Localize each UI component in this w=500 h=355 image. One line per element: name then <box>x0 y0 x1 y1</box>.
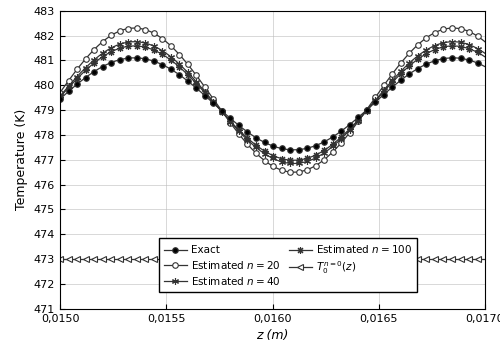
Estimated $n = 20$ <box>367 103 373 107</box>
$T_0^{n=0}(z)$ <box>482 257 488 261</box>
Y-axis label: Temperature (K): Temperature (K) <box>15 109 28 211</box>
Exact <box>196 88 202 92</box>
Estimated $n = 100$ <box>450 44 456 48</box>
Estimated $n = 40$ <box>226 117 232 121</box>
Estimated $n = 20$ <box>108 33 114 38</box>
Estimated $n = 100$ <box>290 158 296 162</box>
Line: Exact: Exact <box>57 55 488 153</box>
Estimated $n = 100$ <box>226 117 232 121</box>
Estimated $n = 40$ <box>365 107 371 111</box>
Estimated $n = 40$ <box>57 94 63 98</box>
Line: Estimated $n = 100$: Estimated $n = 100$ <box>56 43 488 164</box>
Legend: Exact, Estimated $n = 20$, Estimated $n = 40$, Estimated $n = 100$, $T_0^{n=0}(z: Exact, Estimated $n = 20$, Estimated $n … <box>158 238 417 292</box>
$T_0^{n=0}(z)$ <box>57 257 63 261</box>
$T_0^{n=0}(z)$ <box>226 257 232 261</box>
Estimated $n = 20$ <box>365 106 371 110</box>
$T_0^{n=0}(z)$ <box>108 257 114 261</box>
Estimated $n = 100$ <box>196 84 202 88</box>
Estimated $n = 40$ <box>450 40 456 44</box>
Estimated $n = 20$ <box>57 91 63 95</box>
$T_0^{n=0}(z)$ <box>366 257 372 261</box>
Exact <box>57 97 63 101</box>
Exact <box>367 105 373 109</box>
X-axis label: z (m): z (m) <box>256 329 288 342</box>
Estimated $n = 20$ <box>290 170 296 174</box>
Exact <box>326 137 332 142</box>
Estimated $n = 100$ <box>57 95 63 99</box>
Estimated $n = 40$ <box>196 82 202 86</box>
Estimated $n = 100$ <box>482 55 488 59</box>
Exact <box>450 56 456 60</box>
Estimated $n = 40$ <box>290 161 296 165</box>
Estimated $n = 100$ <box>326 145 332 149</box>
Estimated $n = 40$ <box>367 105 373 109</box>
$T_0^{n=0}(z)$ <box>364 257 370 261</box>
Estimated $n = 100$ <box>367 105 373 109</box>
Estimated $n = 100$ <box>108 50 114 54</box>
Exact <box>108 60 114 65</box>
Exact <box>226 114 232 119</box>
Exact <box>482 65 488 69</box>
Estimated $n = 20$ <box>450 26 456 30</box>
Exact <box>290 148 296 152</box>
Line: Estimated $n = 40$: Estimated $n = 40$ <box>56 38 488 167</box>
Estimated $n = 20$ <box>226 118 232 122</box>
Line: Estimated $n = 20$: Estimated $n = 20$ <box>57 25 488 175</box>
Line: $T_0^{n=0}(z)$: $T_0^{n=0}(z)$ <box>57 256 488 262</box>
Estimated $n = 100$ <box>365 107 371 111</box>
$T_0^{n=0}(z)$ <box>196 257 202 261</box>
Estimated $n = 20$ <box>326 154 332 158</box>
Estimated $n = 20$ <box>196 76 202 81</box>
Estimated $n = 40$ <box>482 51 488 55</box>
Estimated $n = 20$ <box>482 40 488 44</box>
$T_0^{n=0}(z)$ <box>324 257 330 261</box>
Estimated $n = 40$ <box>326 148 332 152</box>
Exact <box>365 107 371 111</box>
Estimated $n = 40$ <box>108 46 114 50</box>
